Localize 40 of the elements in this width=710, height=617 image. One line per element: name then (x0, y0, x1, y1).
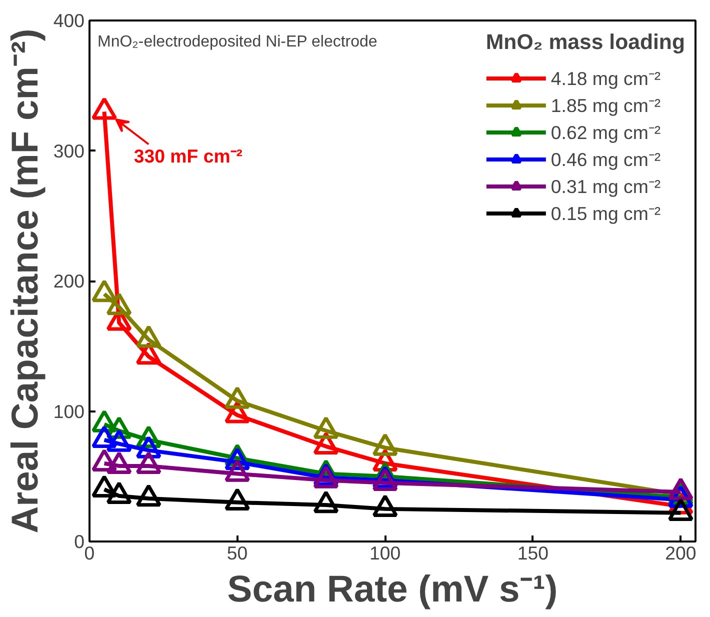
point (106, 429, 132, 452)
y-tick-label: 100 (53, 400, 85, 422)
point (92, 474, 118, 498)
legend-label: 4.18 mg cm⁻² (550, 67, 661, 90)
legend-label: 1.85 mg cm⁻² (550, 94, 661, 117)
annotation: 330 mF cm⁻² (134, 145, 242, 166)
x-axis-title: Scan Rate (mV s⁻¹) (227, 568, 558, 610)
point (92, 448, 118, 472)
legend-label: 0.15 mg cm⁻² (550, 202, 661, 225)
y-tick-label: 400 (53, 10, 85, 31)
x-tick-label: 50 (226, 542, 248, 564)
point (136, 325, 162, 348)
point (136, 452, 162, 474)
point (106, 292, 132, 316)
x-tick-label: 100 (370, 542, 401, 564)
point (224, 488, 250, 511)
x-tick-label: 150 (517, 542, 548, 564)
y-tick-label: 200 (53, 270, 85, 292)
y-tick-label: 300 (53, 140, 85, 162)
point (372, 494, 398, 518)
point (224, 459, 250, 482)
point (106, 452, 132, 474)
point (92, 425, 118, 448)
legend-title: MnO₂ mass loading (486, 30, 685, 55)
x-tick-label: 200 (665, 542, 696, 564)
point (668, 498, 694, 521)
annotation: MnO₂-electrodeposited Ni-EP electrode (98, 34, 378, 50)
point (313, 416, 339, 439)
legend-label: 0.62 mg cm⁻² (550, 121, 661, 144)
y-axis-title: Areal Capacitance (mF cm⁻²) (3, 28, 46, 534)
legend-label: 0.31 mg cm⁻² (550, 175, 661, 198)
point (372, 433, 398, 456)
point (224, 386, 250, 409)
point (668, 478, 694, 500)
point (136, 484, 162, 507)
point (106, 481, 132, 504)
point (92, 280, 118, 302)
point (92, 97, 118, 120)
legend-label: 0.46 mg cm⁻² (550, 148, 661, 171)
point (313, 490, 339, 514)
